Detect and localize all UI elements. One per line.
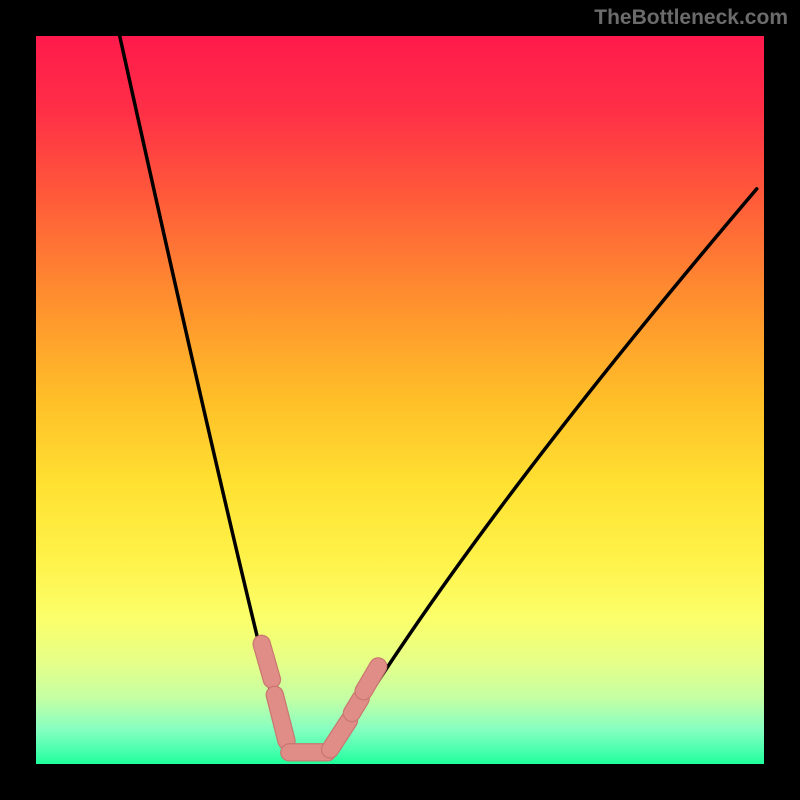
plot-area [36, 36, 764, 764]
marker-segment [352, 698, 361, 713]
marker-segment [275, 695, 287, 741]
bottleneck-curve [120, 36, 757, 757]
curve-layer [36, 36, 764, 764]
watermark-text: TheBottleneck.com [594, 6, 788, 30]
marker-segment [262, 644, 272, 680]
marker-segment [330, 720, 349, 749]
